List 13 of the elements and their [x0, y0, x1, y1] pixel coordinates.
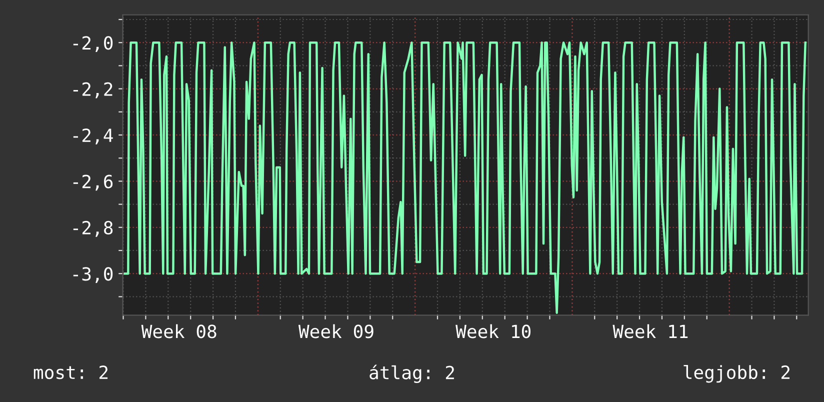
x-tick-label: Week 09 — [298, 324, 374, 338]
y-tick-label: -2,2 — [73, 82, 112, 98]
y-tick-label: -2,4 — [73, 128, 113, 144]
text: legjobb: 2 — [684, 365, 790, 383]
y-tick-label: -2,8 — [73, 220, 113, 237]
text: átlag: 2 — [370, 364, 454, 384]
y-tick-label: -2,6 — [73, 174, 113, 191]
x-tick-label: Week 11 — [612, 324, 688, 338]
x-tick-label: Week 10 — [456, 324, 530, 338]
x-tick-label: Week 08 — [141, 324, 216, 338]
y-tick-label: -3,0 — [73, 267, 113, 284]
y-tick-label: -2,0 — [73, 36, 113, 52]
text: most: 2 — [34, 365, 108, 380]
